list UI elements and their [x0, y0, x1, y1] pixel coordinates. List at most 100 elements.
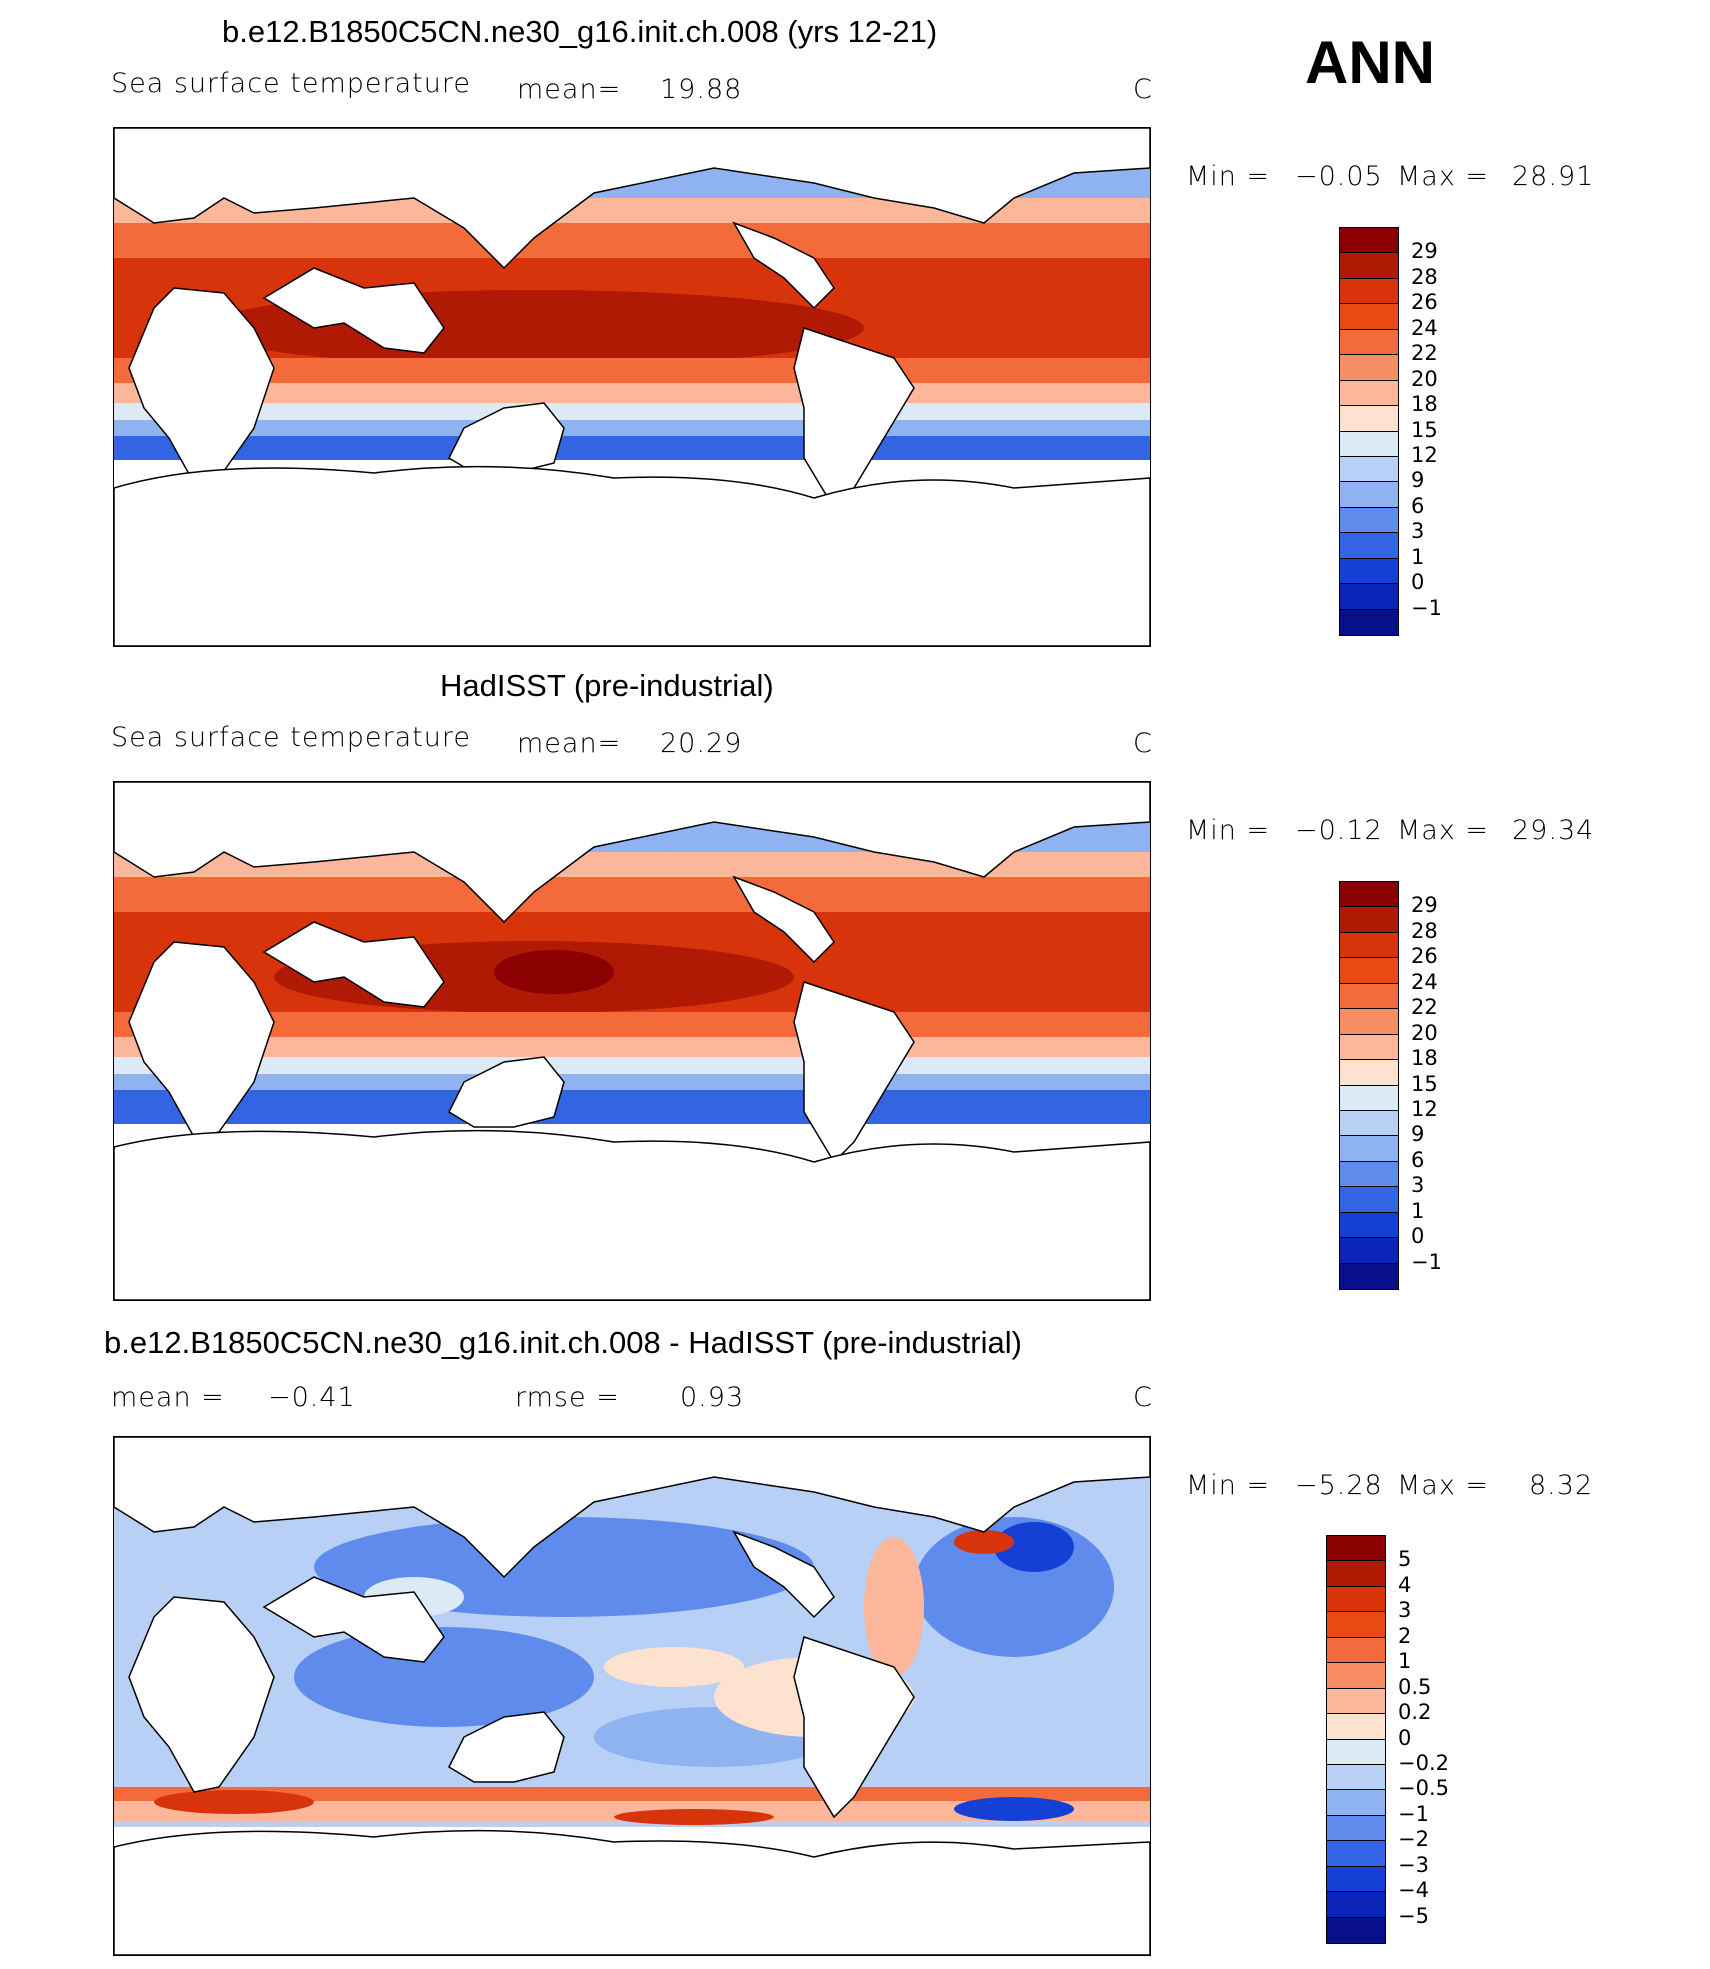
colorbar-tick-label: 20: [1411, 366, 1438, 391]
panel-3-units: C: [1133, 1382, 1153, 1413]
colorbar-swatch: [1340, 456, 1398, 483]
colorbar-tick-label: 3: [1398, 1598, 1412, 1623]
colorbar-tick-label: −4: [1398, 1878, 1429, 1903]
panel-3-title: b.e12.B1850C5CN.ne30_g16.init.ch.008 - H…: [104, 1325, 1022, 1360]
colorbar-swatch: [1340, 558, 1398, 585]
colorbar-swatch: [1340, 278, 1398, 305]
panel-3-max-label: Max =: [1397, 1470, 1490, 1501]
colorbar-swatch: [1340, 584, 1398, 610]
panel-3-min-label: Min =: [1186, 1470, 1271, 1501]
colorbar-swatch: [1340, 1136, 1398, 1162]
panel-2-title: HadISST (pre-industrial): [440, 668, 774, 703]
colorbar-tick-label: 1: [1411, 544, 1425, 569]
colorbar-swatch: [1340, 1238, 1398, 1264]
panel-1-min-value: −0.05: [1295, 161, 1383, 192]
colorbar-tick-label: 12: [1411, 442, 1438, 467]
colorbar-tick-label: 4: [1398, 1572, 1412, 1597]
colorbar-tick-label: −1: [1398, 1801, 1429, 1826]
colorbar-tick-label: 24: [1411, 969, 1438, 994]
colorbar-swatch: [1340, 609, 1398, 635]
panel-3-mean-label: mean =: [111, 1382, 225, 1413]
colorbar-swatch: [1327, 1815, 1385, 1842]
colorbar-tick-label: 18: [1411, 1046, 1438, 1071]
panel-2-map: [113, 781, 1151, 1301]
colorbar-tick-label: −1: [1411, 1249, 1442, 1274]
panel-2-units: C: [1133, 728, 1153, 759]
colorbar-swatch: [1340, 907, 1398, 933]
panel-2-colorbar: [1339, 881, 1399, 1290]
colorbar-tick-label: 0: [1398, 1725, 1412, 1750]
colorbar-swatch: [1340, 958, 1398, 984]
colorbar-swatch: [1340, 882, 1398, 908]
colorbar-tick-label: −0.5: [1398, 1776, 1449, 1801]
colorbar-tick-label: 0: [1411, 1224, 1425, 1249]
colorbar-tick-label: 12: [1411, 1096, 1438, 1121]
colorbar-swatch: [1327, 1663, 1385, 1689]
panel-3-map-graphic: [114, 1437, 1150, 1955]
colorbar-tick-label: 29: [1411, 239, 1438, 264]
colorbar-swatch: [1340, 1187, 1398, 1213]
colorbar-tick-label: 24: [1411, 315, 1438, 340]
colorbar-swatch: [1340, 329, 1398, 356]
colorbar-tick-label: −0.2: [1398, 1750, 1449, 1775]
colorbar-tick-label: 3: [1411, 519, 1425, 544]
panel-3-max-value: 8.32: [1529, 1470, 1594, 1501]
panel-1-mean-label: mean=: [517, 74, 622, 105]
colorbar-swatch: [1340, 355, 1398, 381]
panel-1-min-label: Min =: [1186, 161, 1271, 192]
colorbar-tick-label: 9: [1411, 1122, 1425, 1147]
panel-1-max-value: 28.91: [1512, 161, 1595, 192]
colorbar-swatch: [1327, 1536, 1385, 1562]
colorbar-swatch: [1340, 482, 1398, 508]
colorbar-tick-label: 22: [1411, 995, 1438, 1020]
panel-1-map-graphic: [114, 128, 1150, 646]
colorbar-swatch: [1327, 1866, 1385, 1893]
panel-2-mean-value: 20.29: [660, 728, 743, 759]
panel-1-max-label: Max =: [1397, 161, 1490, 192]
panel-3-mean-value: −0.41: [268, 1382, 356, 1413]
colorbar-tick-label: 28: [1411, 264, 1438, 289]
colorbar-tick-label: 3: [1411, 1173, 1425, 1198]
colorbar-swatch: [1340, 304, 1398, 330]
colorbar-swatch: [1327, 1612, 1385, 1638]
colorbar-swatch: [1340, 1161, 1398, 1188]
colorbar-swatch: [1327, 1917, 1385, 1943]
colorbar-swatch: [1327, 1892, 1385, 1918]
colorbar-swatch: [1340, 228, 1398, 254]
panel-3-colorbar: [1326, 1535, 1386, 1944]
colorbar-swatch: [1340, 1009, 1398, 1035]
colorbar-tick-label: 0.2: [1398, 1700, 1432, 1725]
colorbar-tick-label: 9: [1411, 468, 1425, 493]
panel-2-variable-label: Sea surface temperature: [111, 722, 471, 753]
colorbar-tick-label: −5: [1398, 1903, 1429, 1928]
colorbar-tick-label: 20: [1411, 1020, 1438, 1045]
colorbar-tick-label: 2: [1398, 1623, 1412, 1648]
colorbar-swatch: [1327, 1688, 1385, 1715]
colorbar-swatch: [1340, 533, 1398, 559]
colorbar-swatch: [1340, 507, 1398, 534]
colorbar-swatch: [1340, 1110, 1398, 1137]
colorbar-tick-label: 15: [1411, 417, 1438, 442]
panel-3-map: [113, 1436, 1151, 1956]
colorbar-swatch: [1340, 932, 1398, 959]
colorbar-swatch: [1340, 1085, 1398, 1111]
colorbar-tick-label: 26: [1411, 290, 1438, 315]
colorbar-swatch: [1340, 380, 1398, 407]
panel-2-map-graphic: [114, 782, 1150, 1300]
colorbar-swatch: [1340, 253, 1398, 279]
colorbar-swatch: [1327, 1714, 1385, 1740]
colorbar-swatch: [1340, 983, 1398, 1010]
colorbar-tick-label: 1: [1411, 1198, 1425, 1223]
panel-1-variable-label: Sea surface temperature: [111, 68, 471, 99]
colorbar-tick-label: 5: [1398, 1547, 1412, 1572]
panel-3-rmse-label: rmse =: [515, 1382, 620, 1413]
colorbar-swatch: [1327, 1739, 1385, 1765]
colorbar-tick-label: 18: [1411, 392, 1438, 417]
colorbar-tick-label: 6: [1411, 1147, 1425, 1172]
colorbar-swatch: [1340, 1263, 1398, 1289]
colorbar-swatch: [1340, 406, 1398, 432]
panel-1-units: C: [1133, 74, 1153, 105]
colorbar-tick-label: 29: [1411, 893, 1438, 918]
panel-3-rmse-value: 0.93: [680, 1382, 745, 1413]
season-label: ANN: [1305, 29, 1435, 96]
